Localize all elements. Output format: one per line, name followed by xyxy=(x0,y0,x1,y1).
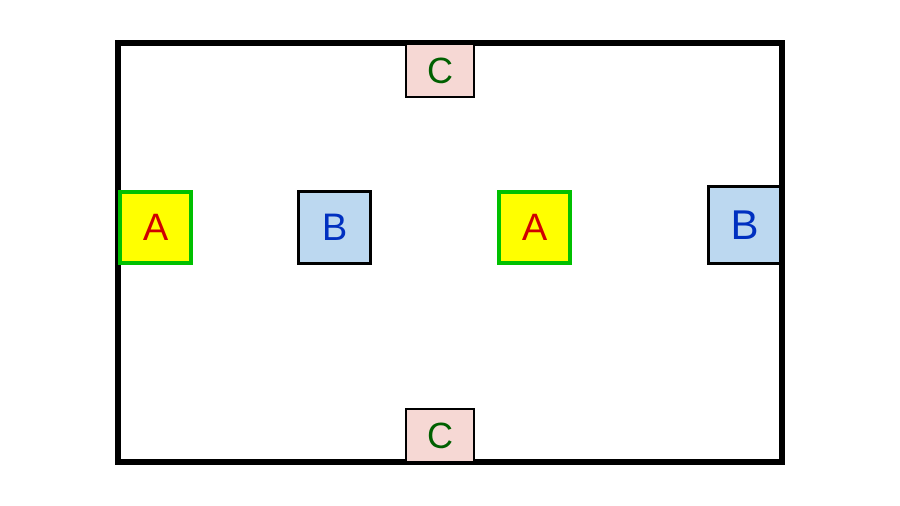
box-b-right-label: B xyxy=(730,204,758,246)
diagram-stage: A B A B C C xyxy=(0,0,900,506)
box-c-bottom-label: C xyxy=(427,418,453,454)
box-b-inner: B xyxy=(297,190,372,265)
box-b-right: B xyxy=(707,185,782,265)
box-c-bottom: C xyxy=(405,408,475,463)
box-c-top-label: C xyxy=(427,53,453,89)
box-a-inner-label: A xyxy=(522,209,547,247)
box-a-left: A xyxy=(118,190,193,265)
outer-frame xyxy=(115,40,785,465)
box-a-left-label: A xyxy=(143,209,168,247)
box-c-top: C xyxy=(405,43,475,98)
box-b-inner-label: B xyxy=(322,209,347,247)
box-a-inner: A xyxy=(497,190,572,265)
